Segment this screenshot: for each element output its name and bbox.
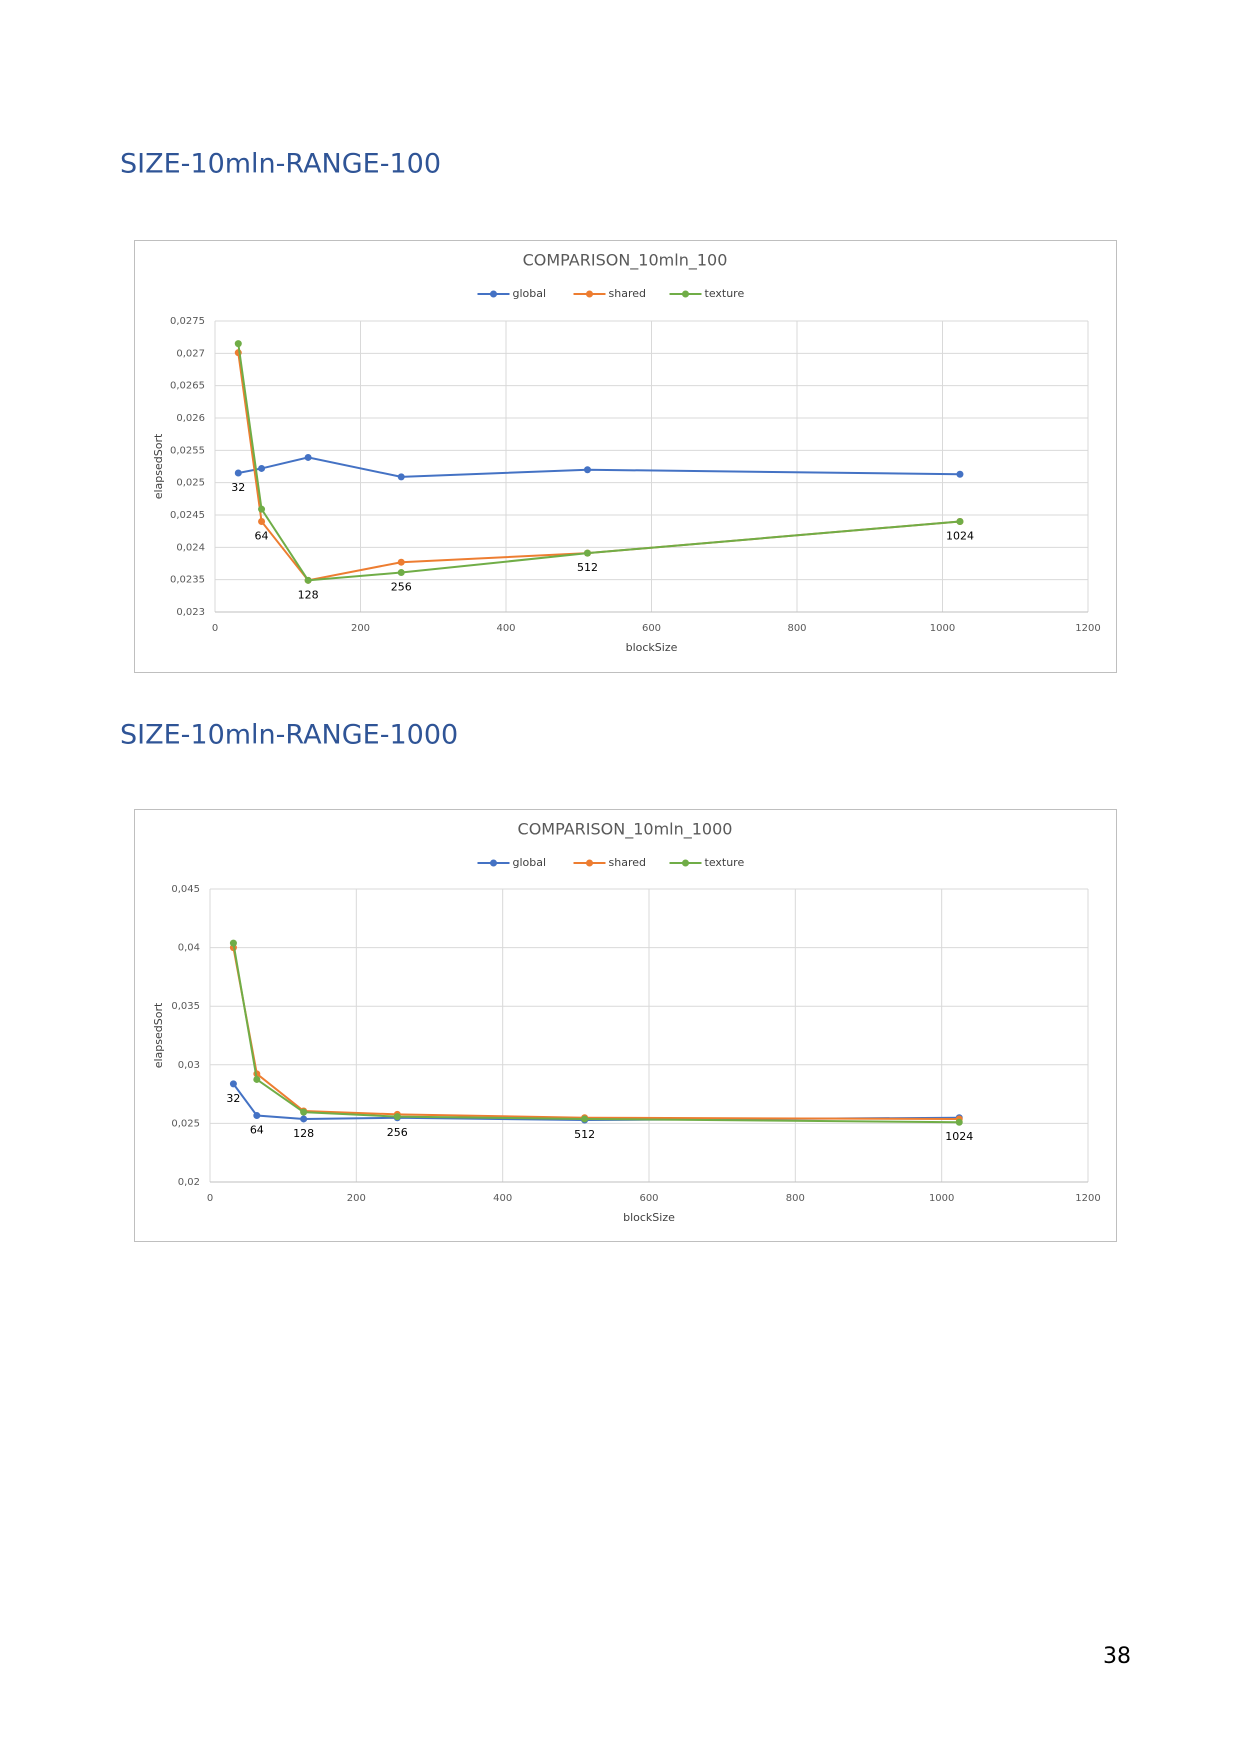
legend-marker (682, 290, 689, 298)
data-label: 1024 (946, 529, 974, 542)
section-heading: SIZE-10mln-RANGE-1000 (120, 720, 458, 751)
x-tick-label: 600 (642, 623, 661, 634)
y-tick-label: 0,0245 (170, 510, 205, 521)
data-label: 128 (293, 1127, 314, 1140)
y-tick-label: 0,027 (176, 348, 205, 359)
data-point (397, 569, 405, 577)
x-tick-label: 200 (347, 1193, 366, 1204)
y-tick-label: 0,0235 (170, 575, 205, 586)
data-label: 512 (577, 561, 598, 574)
data-point (583, 549, 591, 557)
data-point (258, 505, 266, 513)
x-axis-title: blockSize (626, 641, 678, 654)
data-point (300, 1115, 308, 1123)
y-tick-label: 0,0255 (170, 445, 205, 456)
legend-marker (490, 859, 497, 867)
data-point (397, 473, 405, 481)
legend-marker (682, 859, 689, 867)
data-label: 128 (298, 588, 319, 601)
data-point (258, 517, 266, 525)
y-tick-label: 0,023 (176, 607, 205, 618)
y-tick-label: 0,024 (176, 542, 205, 553)
x-tick-label: 0 (212, 623, 218, 634)
data-label: 1024 (945, 1130, 973, 1143)
data-label: 32 (231, 481, 245, 494)
x-tick-label: 1200 (1075, 623, 1100, 634)
x-tick-label: 400 (496, 623, 515, 634)
data-point (229, 1080, 237, 1088)
data-point (304, 453, 312, 461)
chart-title: COMPARISON_10mln_100 (523, 251, 728, 271)
y-tick-label: 0,0265 (170, 381, 205, 392)
chart-frame (134, 240, 1117, 673)
data-point (581, 1115, 589, 1123)
y-tick-label: 0,0275 (170, 316, 205, 327)
data-label: 64 (255, 529, 269, 542)
x-tick-label: 0 (207, 1193, 213, 1204)
legend-label: shared (609, 856, 646, 869)
legend-marker (586, 859, 593, 867)
legend-label: texture (705, 287, 745, 300)
data-point (253, 1112, 261, 1120)
y-tick-label: 0,03 (178, 1060, 200, 1071)
y-tick-label: 0,045 (171, 884, 200, 895)
data-point (258, 464, 266, 472)
data-point (956, 470, 964, 478)
data-point (583, 466, 591, 474)
data-point (393, 1113, 401, 1121)
x-tick-label: 600 (639, 1193, 658, 1204)
y-tick-label: 0,02 (178, 1177, 200, 1188)
chart: COMPARISON_10mln_1000 0,02 0,025 0,03 0,035 0… (134, 809, 1117, 1242)
series-line (237, 343, 961, 582)
data-label: 64 (250, 1124, 264, 1137)
data-point (234, 340, 242, 348)
chart: COMPARISON_10mln_100 0,023 0,0235 0,024 0,02… (134, 240, 1117, 673)
chart-title: COMPARISON_10mln_1000 (518, 820, 733, 840)
x-tick-label: 1200 (1075, 1193, 1100, 1204)
data-point (229, 939, 237, 947)
y-axis-title: elapsedSort (152, 1002, 165, 1068)
y-axis-title: elapsedSort (152, 433, 165, 499)
x-tick-label: 200 (351, 623, 370, 634)
series-line (238, 456, 960, 478)
series-line (232, 942, 960, 1124)
x-tick-label: 1000 (930, 623, 955, 634)
y-tick-label: 0,025 (171, 1118, 200, 1129)
y-tick-label: 0,035 (171, 1001, 200, 1012)
y-tick-label: 0,026 (176, 413, 205, 424)
section-heading: SIZE-10mln-RANGE-100 (120, 149, 441, 180)
page-number: 38 (1103, 1644, 1131, 1669)
data-point (397, 558, 405, 566)
legend-marker (586, 290, 593, 298)
x-tick-label: 1000 (929, 1193, 954, 1204)
chart-frame (134, 809, 1117, 1242)
data-label: 32 (226, 1092, 240, 1105)
x-tick-label: 800 (786, 1193, 805, 1204)
y-tick-label: 0,04 (178, 943, 200, 954)
data-label: 256 (391, 581, 412, 594)
legend-label: texture (705, 856, 745, 869)
legend-label: global (513, 856, 547, 869)
x-axis-title: blockSize (623, 1211, 675, 1224)
data-label: 256 (387, 1126, 408, 1139)
data-point (304, 576, 312, 584)
data-point (956, 517, 964, 525)
data-point (955, 1118, 963, 1126)
legend-label: shared (609, 287, 646, 300)
data-point (253, 1075, 261, 1083)
legend-marker (490, 290, 497, 298)
data-point (234, 469, 242, 477)
legend-label: global (513, 287, 547, 300)
x-tick-label: 400 (493, 1193, 512, 1204)
data-point (300, 1108, 308, 1116)
y-tick-label: 0,025 (176, 478, 205, 489)
x-tick-label: 800 (787, 623, 806, 634)
data-label: 512 (574, 1128, 595, 1141)
